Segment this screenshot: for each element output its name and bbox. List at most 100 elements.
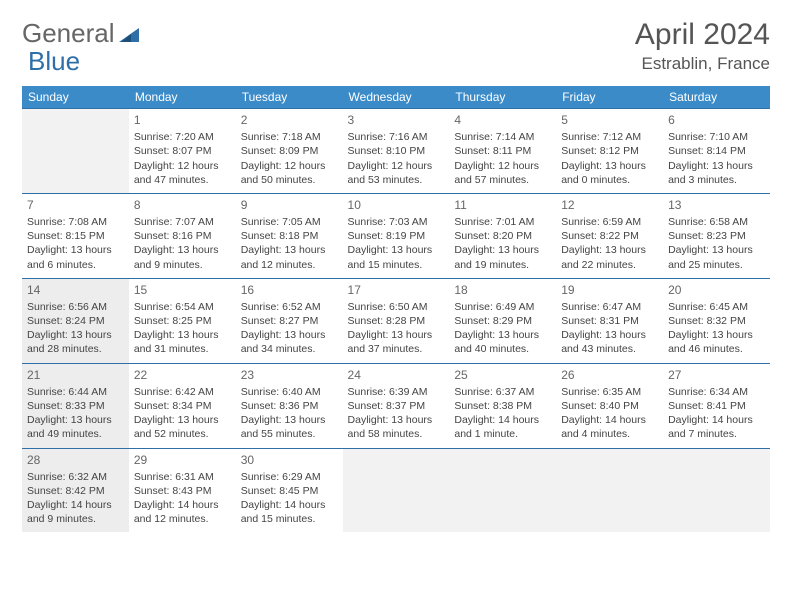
sunrise-text: Sunrise: 6:45 AM (668, 300, 765, 314)
day-cell: 6Sunrise: 7:10 AMSunset: 8:14 PMDaylight… (663, 109, 770, 194)
calendar-row: 21Sunrise: 6:44 AMSunset: 8:33 PMDayligh… (22, 363, 770, 448)
daylight-text: Daylight: 12 hours and 57 minutes. (454, 159, 551, 187)
empty-cell (556, 448, 663, 532)
daylight-text: Daylight: 12 hours and 47 minutes. (134, 159, 231, 187)
sunrise-text: Sunrise: 7:14 AM (454, 130, 551, 144)
daylight-text: Daylight: 13 hours and 40 minutes. (454, 328, 551, 356)
day-number: 15 (134, 282, 231, 298)
day-cell: 17Sunrise: 6:50 AMSunset: 8:28 PMDayligh… (343, 278, 450, 363)
day-number: 1 (134, 112, 231, 128)
day-cell: 16 Sunrise: 6:52 AMSunset: 8:27 PMDayligh… (236, 278, 343, 363)
daylight-text: Daylight: 13 hours and 46 minutes. (668, 328, 765, 356)
day-number: 25 (454, 367, 551, 383)
daylight-text: Daylight: 14 hours and 9 minutes. (27, 498, 124, 526)
daylight-text: Daylight: 13 hours and 22 minutes. (561, 243, 658, 271)
day-number: 3 (348, 112, 445, 128)
day-cell: 18Sunrise: 6:49 AMSunset: 8:29 PMDayligh… (449, 278, 556, 363)
sunset-text: Sunset: 8:10 PM (348, 144, 445, 158)
day-header: Wednesday (343, 86, 450, 109)
day-header: Saturday (663, 86, 770, 109)
daylight-text: Daylight: 13 hours and 52 minutes. (134, 413, 231, 441)
sunset-text: Sunset: 8:29 PM (454, 314, 551, 328)
day-number: 11 (454, 197, 551, 213)
daylight-text: Daylight: 13 hours and 43 minutes. (561, 328, 658, 356)
day-cell: 14 Sunrise: 6:56 AMSunset: 8:24 PMDayligh… (22, 278, 129, 363)
day-number: 10 (348, 197, 445, 213)
sunset-text: Sunset: 8:23 PM (668, 229, 765, 243)
day-number: 13 (668, 197, 765, 213)
day-cell: 5Sunrise: 7:12 AMSunset: 8:12 PMDaylight… (556, 109, 663, 194)
daylight-text: Daylight: 13 hours and 58 minutes. (348, 413, 445, 441)
day-cell: 20Sunrise: 6:45 AMSunset: 8:32 PMDayligh… (663, 278, 770, 363)
location-label: Estrablin, France (635, 54, 770, 74)
sunset-text: Sunset: 8:09 PM (241, 144, 338, 158)
daylight-text: Daylight: 13 hours and 31 minutes. (134, 328, 231, 356)
day-cell: 1 Sunrise: 7:20 AMSunset: 8:07 PMDaylight… (129, 109, 236, 194)
sunset-text: Sunset: 8:20 PM (454, 229, 551, 243)
logo-text-1: General (22, 18, 115, 49)
daylight-text: Daylight: 14 hours and 1 minute. (454, 413, 551, 441)
sunset-text: Sunset: 8:31 PM (561, 314, 658, 328)
day-number: 17 (348, 282, 445, 298)
day-cell: 11Sunrise: 7:01 AMSunset: 8:20 PMDayligh… (449, 193, 556, 278)
day-number: 30 (241, 452, 338, 468)
sunrise-text: Sunrise: 7:16 AM (348, 130, 445, 144)
daylight-text: Daylight: 13 hours and 28 minutes. (27, 328, 124, 356)
day-number: 21 (27, 367, 124, 383)
day-cell: 15Sunrise: 6:54 AMSunset: 8:25 PMDayligh… (129, 278, 236, 363)
sunset-text: Sunset: 8:33 PM (27, 399, 124, 413)
day-number: 6 (668, 112, 765, 128)
calendar-row: 14Sunrise: 6:56 AMSunset: 8:24 PMDayligh… (22, 278, 770, 363)
daylight-text: Daylight: 14 hours and 4 minutes. (561, 413, 658, 441)
day-cell: 13Sunrise: 6:58 AMSunset: 8:23 PMDayligh… (663, 193, 770, 278)
logo: General (22, 18, 143, 49)
sunrise-text: Sunrise: 7:10 AM (668, 130, 765, 144)
sunrise-text: Sunrise: 6:34 AM (668, 385, 765, 399)
sunset-text: Sunset: 8:38 PM (454, 399, 551, 413)
calendar-table: SundayMondayTuesdayWednesdayThursdayFrid… (22, 86, 770, 532)
sunset-text: Sunset: 8:19 PM (348, 229, 445, 243)
day-number: 2 (241, 112, 338, 128)
day-cell: 4Sunrise: 7:14 AMSunset: 8:11 PMDaylight… (449, 109, 556, 194)
sunset-text: Sunset: 8:28 PM (348, 314, 445, 328)
sunset-text: Sunset: 8:24 PM (27, 314, 124, 328)
sunset-text: Sunset: 8:07 PM (134, 144, 231, 158)
sunrise-text: Sunrise: 6:56 AM (27, 300, 124, 314)
sunrise-text: Sunrise: 7:01 AM (454, 215, 551, 229)
sunrise-text: Sunrise: 7:08 AM (27, 215, 124, 229)
daylight-text: Daylight: 13 hours and 9 minutes. (134, 243, 231, 271)
day-header: Thursday (449, 86, 556, 109)
sunset-text: Sunset: 8:32 PM (668, 314, 765, 328)
sunrise-text: Sunrise: 6:52 AM (241, 300, 338, 314)
sunrise-text: Sunrise: 6:47 AM (561, 300, 658, 314)
day-number: 7 (27, 197, 124, 213)
sunset-text: Sunset: 8:42 PM (27, 484, 124, 498)
month-title: April 2024 (635, 18, 770, 52)
day-cell: 7Sunrise: 7:08 AMSunset: 8:15 PMDaylight… (22, 193, 129, 278)
logo-icon (119, 24, 141, 44)
day-number: 14 (27, 282, 124, 298)
sunset-text: Sunset: 8:25 PM (134, 314, 231, 328)
sunrise-text: Sunrise: 6:40 AM (241, 385, 338, 399)
daylight-text: Daylight: 12 hours and 50 minutes. (241, 159, 338, 187)
daylight-text: Daylight: 13 hours and 34 minutes. (241, 328, 338, 356)
day-cell: 10Sunrise: 7:03 AMSunset: 8:19 PMDayligh… (343, 193, 450, 278)
day-cell: 21Sunrise: 6:44 AMSunset: 8:33 PMDayligh… (22, 363, 129, 448)
daylight-text: Daylight: 13 hours and 25 minutes. (668, 243, 765, 271)
day-header: Tuesday (236, 86, 343, 109)
empty-cell (663, 448, 770, 532)
sunset-text: Sunset: 8:41 PM (668, 399, 765, 413)
day-cell: 26Sunrise: 6:35 AMSunset: 8:40 PMDayligh… (556, 363, 663, 448)
day-cell: 28Sunrise: 6:32 AMSunset: 8:42 PMDayligh… (22, 448, 129, 532)
sunset-text: Sunset: 8:37 PM (348, 399, 445, 413)
sunset-text: Sunset: 8:16 PM (134, 229, 231, 243)
day-cell: 27Sunrise: 6:34 AMSunset: 8:41 PMDayligh… (663, 363, 770, 448)
sunrise-text: Sunrise: 7:05 AM (241, 215, 338, 229)
sunrise-text: Sunrise: 7:20 AM (134, 130, 231, 144)
sunset-text: Sunset: 8:40 PM (561, 399, 658, 413)
sunset-text: Sunset: 8:18 PM (241, 229, 338, 243)
daylight-text: Daylight: 13 hours and 15 minutes. (348, 243, 445, 271)
day-cell: 29Sunrise: 6:31 AMSunset: 8:43 PMDayligh… (129, 448, 236, 532)
day-number: 16 (241, 282, 338, 298)
sunset-text: Sunset: 8:27 PM (241, 314, 338, 328)
